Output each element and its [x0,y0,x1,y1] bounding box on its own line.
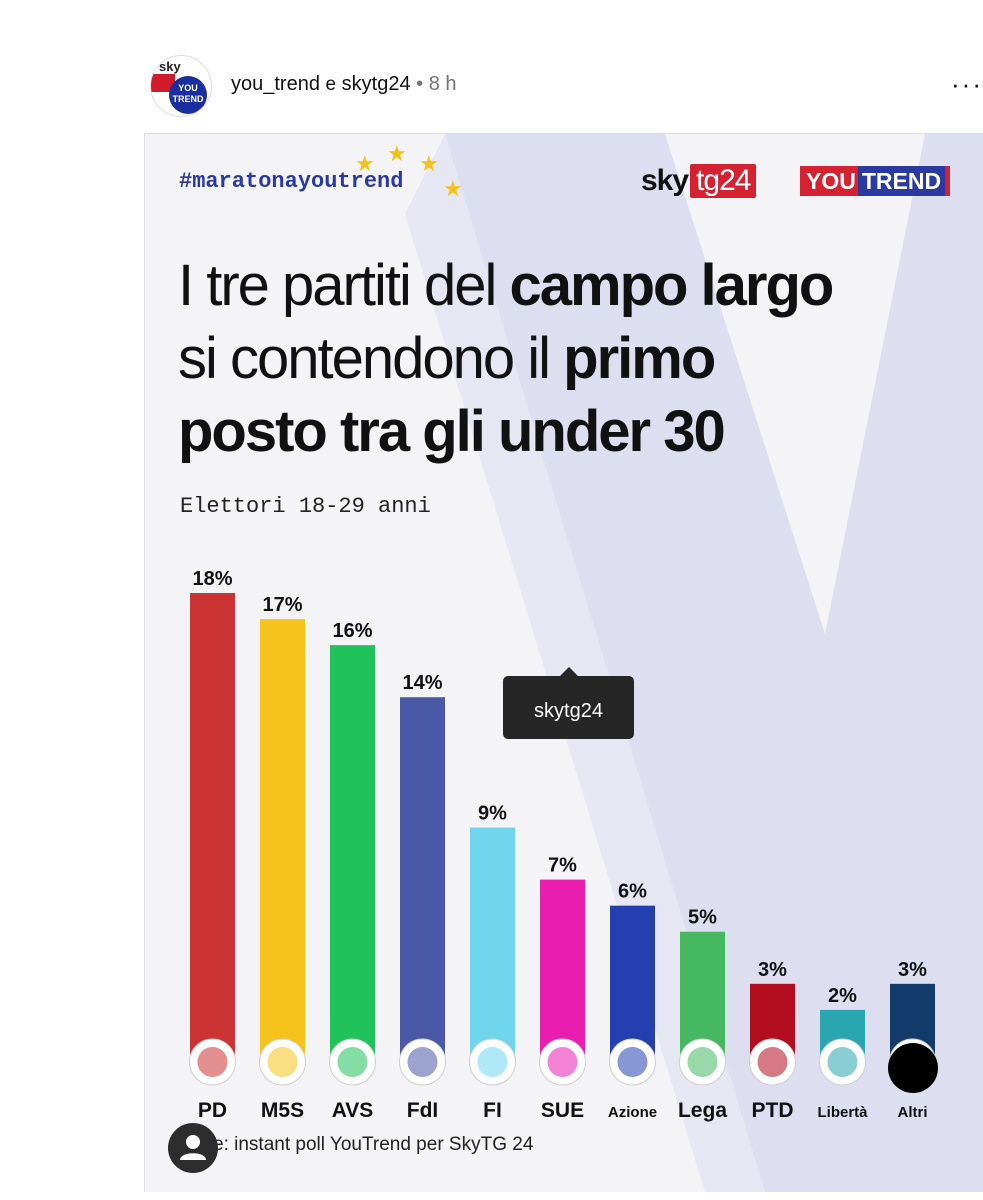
category-label-azione: Azione [608,1104,657,1121]
value-label-fi: 9% [478,803,507,825]
svg-text:★: ★ [355,151,375,176]
chart-title: I tre partiti del campo largo si contend… [178,249,968,468]
avatar-youtrend-text: YOU TREND [169,76,207,114]
category-label-lega: Lega [678,1099,727,1122]
category-label-ptd: PTD [752,1099,794,1122]
youtrend-logo: YOU TREND [800,166,951,196]
avatar-red-band [151,74,175,92]
category-label-sue: SUE [541,1099,584,1122]
bar-sue [540,879,585,1062]
bar-avs [330,645,375,1062]
svg-text:★: ★ [419,151,439,176]
logo-tg24-text: tg24 [690,164,757,198]
value-label-sue: 7% [548,855,577,877]
author-conjunction: e [325,74,337,95]
title-part-4: primo [563,326,716,391]
author-link-skytg24[interactable]: skytg24 [341,73,411,95]
value-label-azione: 6% [618,881,647,903]
party-logo-fdi-inner [407,1047,438,1077]
background-v-shape [405,134,983,1192]
post-image[interactable]: #maratonayoutrend ★ ★ ★ ★ sky tg24 YOU TRE… [144,133,983,1192]
tagged-user-icon[interactable] [168,1123,218,1173]
source-note: Fonte: instant poll YouTrend per SkyTG 2… [175,1134,534,1155]
logo-trend-text: TREND [857,166,946,196]
separator-dot: • [416,73,424,95]
value-label-lega: 5% [688,907,717,929]
title-part-5: posto tra gli under 30 [178,399,726,464]
value-label-pd: 18% [192,568,232,590]
category-label-libertà: Libertà [817,1104,868,1121]
category-label-fi: FI [483,1099,502,1122]
bar-pd [190,593,235,1062]
party-logo-ptd-inner [757,1047,788,1077]
title-part-3: si contendono il [178,326,564,391]
value-label-ptd: 3% [758,959,787,981]
category-label-pd: PD [198,1099,227,1122]
post-header: sky YOU TREND you_trend e skytg24 • 8 h … [150,55,983,117]
party-logo-lega-inner [687,1047,718,1077]
account-avatar[interactable]: sky YOU TREND [150,55,212,117]
bar-fdi [400,697,445,1062]
value-label-avs: 16% [332,620,372,642]
party-logo-fi-inner [477,1047,508,1077]
party-logo-sue-inner [547,1047,578,1077]
post-authors: you_trend e skytg24 • 8 h [231,73,457,96]
avatar-sky-text: sky [159,59,181,74]
value-label-libertà: 2% [828,985,857,1007]
category-label-avs: AVS [332,1099,374,1122]
bar-fi [470,827,515,1062]
value-label-fdi: 14% [402,672,442,694]
party-logo-azione-inner [617,1047,648,1077]
hashtag: #maratonayoutrend [179,169,404,194]
overlay-dot [888,1043,938,1093]
category-label-fdi: FdI [407,1099,439,1122]
more-options-icon[interactable]: ··· [951,69,983,99]
eu-stars-icon: ★ ★ ★ ★ [355,141,463,199]
title-part-2: campo largo [509,253,834,318]
bar-azione [610,905,655,1062]
category-label-altri: Altri [898,1104,928,1121]
chart-subtitle: Elettori 18-29 anni [180,494,431,519]
bar-chart: 18% PD 17% M5S 16% AVS 14% FdI 9% FI 7% SUE 6% Azione… [189,568,936,1122]
category-label-m5s: M5S [261,1099,304,1122]
value-label-m5s: 17% [262,594,302,616]
post-timestamp[interactable]: 8 h [428,73,457,95]
value-label-altri: 3% [898,959,927,981]
logo-you-text: YOU [806,168,856,194]
party-logo-libertà-inner [827,1047,858,1077]
svg-text:★: ★ [387,141,407,166]
party-logo-avs-inner [337,1047,368,1077]
bar-m5s [260,619,305,1062]
svg-text:★: ★ [443,176,463,199]
logo-sky-text: sky [641,164,689,197]
author-link-youtrend[interactable]: you_trend [231,73,320,95]
tag-tooltip[interactable]: skytg24 [503,667,634,739]
party-logo-pd-inner [197,1047,228,1077]
skytg24-logo: sky tg24 [641,164,757,198]
title-part-1: I tre partiti del [178,253,510,318]
user-silhouette-icon [180,1135,206,1160]
party-logo-m5s-inner [267,1047,298,1077]
